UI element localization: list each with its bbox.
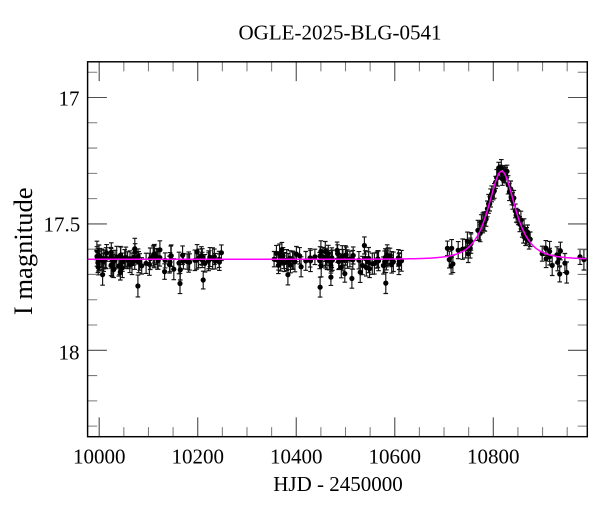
svg-text:I magnitude: I magnitude bbox=[8, 187, 38, 315]
svg-text:HJD - 2450000: HJD - 2450000 bbox=[273, 472, 403, 496]
svg-text:10000: 10000 bbox=[73, 444, 126, 468]
svg-text:17: 17 bbox=[59, 86, 80, 110]
svg-text:10200: 10200 bbox=[171, 444, 224, 468]
svg-text:18: 18 bbox=[59, 340, 80, 364]
svg-text:17.5: 17.5 bbox=[43, 213, 80, 237]
svg-text:10400: 10400 bbox=[270, 444, 323, 468]
svg-text:10600: 10600 bbox=[369, 444, 422, 468]
svg-text:10800: 10800 bbox=[467, 444, 520, 468]
svg-text:OGLE-2025-BLG-0541: OGLE-2025-BLG-0541 bbox=[239, 20, 442, 44]
